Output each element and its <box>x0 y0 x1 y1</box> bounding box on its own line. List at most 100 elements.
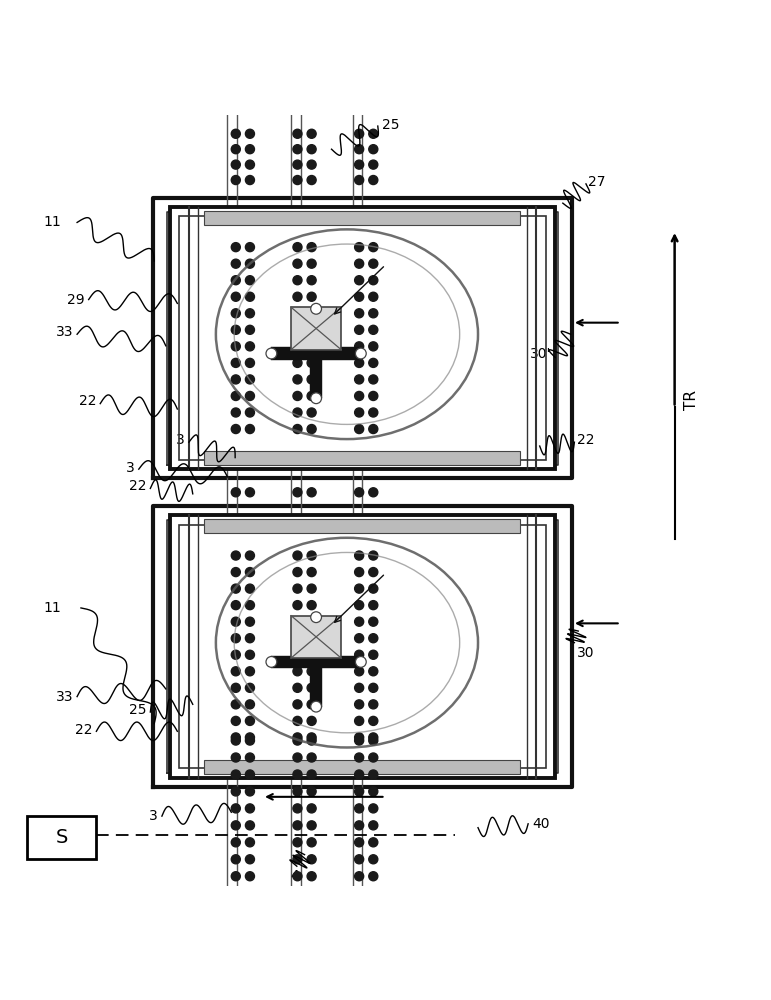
Circle shape <box>355 584 364 593</box>
Circle shape <box>355 348 366 359</box>
Text: S: S <box>56 828 68 847</box>
Text: 11: 11 <box>44 601 62 615</box>
Circle shape <box>369 259 378 268</box>
Circle shape <box>355 160 364 169</box>
Circle shape <box>369 650 378 659</box>
Circle shape <box>293 391 302 400</box>
Text: 3: 3 <box>150 809 158 823</box>
Circle shape <box>307 488 316 497</box>
Circle shape <box>369 700 378 709</box>
Circle shape <box>307 700 316 709</box>
Circle shape <box>245 634 254 643</box>
Circle shape <box>293 617 302 626</box>
Bar <box>170 207 555 469</box>
Circle shape <box>245 770 254 779</box>
Circle shape <box>307 276 316 285</box>
Circle shape <box>355 804 364 813</box>
Circle shape <box>369 872 378 881</box>
Circle shape <box>245 551 254 560</box>
Circle shape <box>293 733 302 742</box>
Circle shape <box>307 358 316 367</box>
Circle shape <box>355 292 364 301</box>
Circle shape <box>245 292 254 301</box>
Text: 27: 27 <box>588 175 605 189</box>
Circle shape <box>245 342 254 351</box>
Text: 22: 22 <box>577 433 594 447</box>
Circle shape <box>369 408 378 417</box>
Circle shape <box>355 733 364 742</box>
Bar <box>204 451 520 465</box>
Circle shape <box>355 243 364 252</box>
Circle shape <box>355 551 364 560</box>
Circle shape <box>293 160 302 169</box>
Circle shape <box>355 408 364 417</box>
Circle shape <box>245 683 254 692</box>
Circle shape <box>369 342 378 351</box>
Text: 11: 11 <box>44 215 62 229</box>
Circle shape <box>307 176 316 185</box>
Circle shape <box>245 753 254 762</box>
Circle shape <box>311 303 322 314</box>
Circle shape <box>231 804 241 813</box>
Circle shape <box>231 736 241 745</box>
Circle shape <box>369 770 378 779</box>
Circle shape <box>307 584 316 593</box>
Bar <box>291 616 341 658</box>
Circle shape <box>355 259 364 268</box>
Circle shape <box>293 753 302 762</box>
Circle shape <box>355 176 364 185</box>
Circle shape <box>307 342 316 351</box>
Circle shape <box>307 243 316 252</box>
Circle shape <box>231 309 241 318</box>
Bar <box>204 211 520 225</box>
Circle shape <box>245 375 254 384</box>
Circle shape <box>355 770 364 779</box>
Circle shape <box>245 243 254 252</box>
Circle shape <box>369 787 378 796</box>
Circle shape <box>231 838 241 847</box>
Circle shape <box>245 838 254 847</box>
Circle shape <box>369 601 378 610</box>
Circle shape <box>355 276 364 285</box>
Bar <box>27 816 96 859</box>
Circle shape <box>307 736 316 745</box>
Circle shape <box>307 568 316 577</box>
Circle shape <box>307 650 316 659</box>
Circle shape <box>245 667 254 676</box>
Circle shape <box>293 375 302 384</box>
Circle shape <box>369 243 378 252</box>
Circle shape <box>231 145 241 154</box>
Circle shape <box>231 634 241 643</box>
Circle shape <box>245 700 254 709</box>
Circle shape <box>355 342 364 351</box>
Text: 3: 3 <box>126 461 135 475</box>
Circle shape <box>231 787 241 796</box>
Bar <box>204 519 520 533</box>
Circle shape <box>369 551 378 560</box>
Circle shape <box>293 292 302 301</box>
Text: 22: 22 <box>129 479 146 493</box>
Circle shape <box>293 129 302 138</box>
Text: 30: 30 <box>577 646 594 660</box>
Circle shape <box>231 617 241 626</box>
Circle shape <box>293 787 302 796</box>
Circle shape <box>245 259 254 268</box>
Circle shape <box>231 276 241 285</box>
Circle shape <box>231 601 241 610</box>
Circle shape <box>307 770 316 779</box>
Circle shape <box>293 650 302 659</box>
Circle shape <box>307 716 316 725</box>
Text: 25: 25 <box>129 703 146 717</box>
Circle shape <box>355 787 364 796</box>
Circle shape <box>369 821 378 830</box>
Circle shape <box>231 325 241 334</box>
Circle shape <box>245 309 254 318</box>
Circle shape <box>307 259 316 268</box>
Circle shape <box>293 770 302 779</box>
Circle shape <box>293 838 302 847</box>
Circle shape <box>245 391 254 400</box>
Circle shape <box>355 821 364 830</box>
Circle shape <box>293 259 302 268</box>
Circle shape <box>307 787 316 796</box>
Circle shape <box>307 325 316 334</box>
